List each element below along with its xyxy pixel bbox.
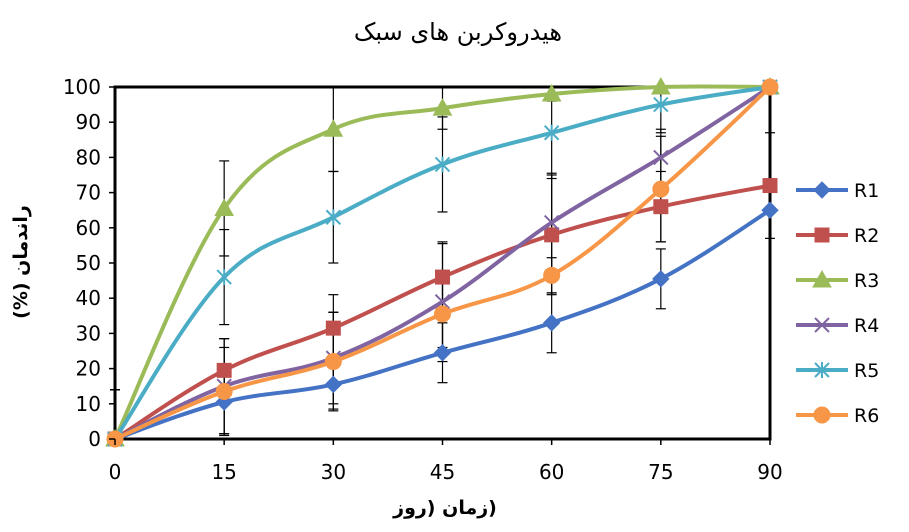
data-point: [652, 270, 670, 288]
y-tick-label: 100: [63, 75, 101, 99]
data-point: [814, 317, 830, 333]
data-point: [434, 294, 451, 310]
legend-item-r4: R4: [796, 315, 879, 337]
data-point: [653, 199, 669, 215]
y-tick-label: 70: [76, 181, 101, 205]
series-lines: [105, 76, 780, 448]
data-point: [761, 78, 779, 96]
data-point: [813, 181, 831, 199]
chart-title: هیدروکربن های سبک: [354, 18, 562, 46]
x-tick-label: 0: [109, 460, 122, 484]
data-point: [434, 305, 451, 323]
data-point: [543, 266, 561, 284]
legend-label: R4: [854, 315, 879, 337]
legend: R1 R2 R3 R4 R5 R6: [796, 180, 879, 427]
x-axis-title: (زمان (روز: [392, 497, 497, 519]
legend-label: R5: [854, 360, 879, 382]
x-tick-label: 45: [430, 460, 455, 484]
data-point: [812, 269, 832, 288]
legend-label: R3: [854, 270, 879, 292]
data-point: [323, 119, 344, 137]
data-point: [762, 178, 778, 194]
y-tick-label: 40: [76, 286, 101, 310]
y-tick-label: 50: [76, 251, 101, 275]
y-tick-label: 0: [88, 427, 101, 451]
data-point: [653, 96, 669, 113]
series-r1: [106, 201, 779, 448]
data-point: [324, 375, 343, 394]
data-point: [432, 98, 453, 116]
data-point: [216, 362, 232, 378]
x-tick-label: 75: [648, 460, 673, 484]
y-axis-ticks: 0 10 20 30 40 50 60 70 80 90 100: [63, 75, 115, 451]
x-axis-ticks: 0 15 30 45 60 75 90: [109, 439, 783, 484]
series-r6: [106, 78, 779, 448]
data-point: [653, 149, 669, 166]
legend-item-r5: R5: [796, 360, 879, 382]
legend-item-r1: R1: [796, 180, 879, 202]
data-point: [324, 353, 342, 371]
y-tick-label: 30: [76, 321, 101, 345]
legend-label: R2: [854, 225, 879, 247]
x-tick-label: 30: [321, 460, 346, 484]
x-tick-label: 60: [539, 460, 564, 484]
legend-item-r3: R3: [796, 269, 879, 292]
data-point: [652, 180, 670, 198]
data-point: [325, 209, 342, 226]
data-point: [434, 156, 451, 173]
y-tick-label: 80: [76, 145, 101, 169]
data-point: [813, 406, 831, 424]
legend-label: R6: [854, 405, 879, 427]
data-point: [544, 227, 560, 243]
y-tick-label: 20: [76, 357, 101, 381]
data-point: [650, 76, 671, 95]
error-bars: [110, 86, 775, 440]
y-tick-label: 10: [76, 392, 101, 416]
x-tick-label: 90: [757, 460, 782, 484]
y-tick-label: 90: [76, 110, 101, 134]
data-point: [433, 344, 452, 362]
data-point: [542, 314, 561, 332]
data-point: [761, 201, 779, 219]
legend-item-r2: R2: [796, 225, 879, 247]
x-tick-label: 15: [211, 460, 236, 484]
legend-label: R1: [854, 180, 879, 202]
y-axis-title: راندمان (%): [10, 205, 32, 319]
data-point: [543, 214, 560, 231]
data-point: [814, 362, 830, 378]
data-point: [214, 198, 235, 216]
data-point: [325, 320, 341, 336]
data-point: [215, 382, 233, 400]
data-point: [541, 84, 562, 102]
data-point: [814, 227, 830, 243]
legend-item-r6: R6: [796, 405, 879, 427]
data-point: [435, 269, 450, 285]
data-point: [543, 124, 560, 141]
y-tick-label: 60: [76, 216, 101, 240]
data-point: [216, 269, 232, 286]
